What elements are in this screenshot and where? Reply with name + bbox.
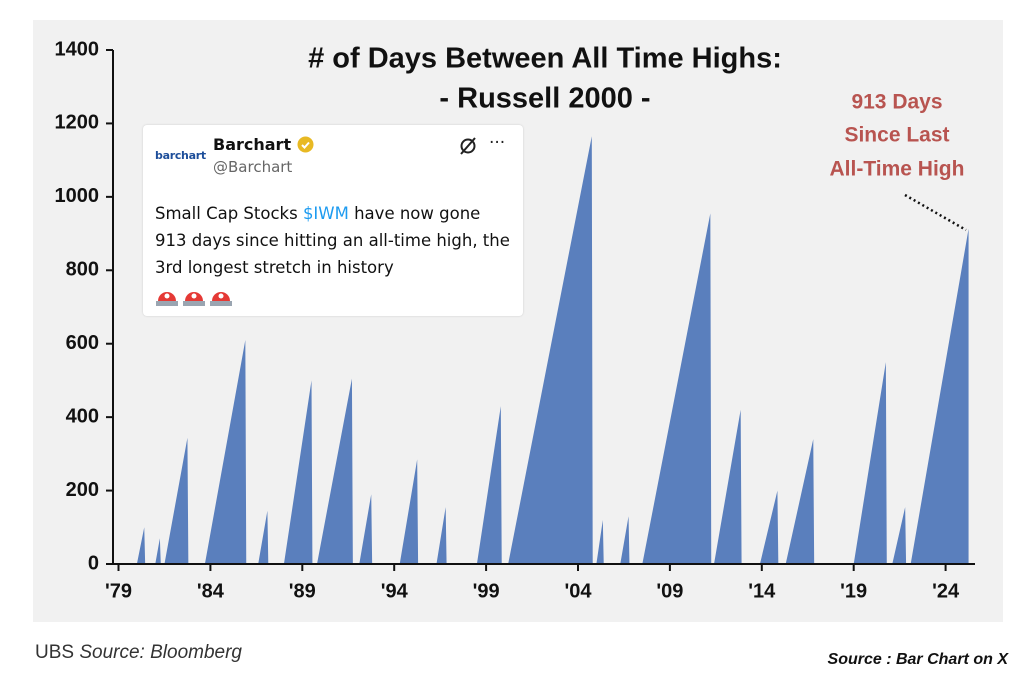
x-tick-label: '99 bbox=[473, 580, 500, 602]
tweet-card: barchart Barchart @Barchart ··· Small Ca… bbox=[143, 125, 523, 316]
y-tick-label: 1400 bbox=[55, 38, 100, 60]
x-tick-label: '24 bbox=[932, 580, 960, 602]
y-tick-label: 200 bbox=[66, 479, 99, 501]
verified-badge bbox=[297, 136, 314, 153]
annotation-pointer bbox=[904, 193, 967, 232]
x-tick-label: '09 bbox=[656, 580, 683, 602]
annotation: Since Last bbox=[844, 124, 949, 147]
tweet-name-text: Barchart bbox=[213, 135, 292, 154]
tweet-menu[interactable]: ··· bbox=[489, 133, 506, 153]
x-tick-label: '89 bbox=[289, 580, 316, 602]
annotation: 913 Days bbox=[851, 91, 942, 114]
x-tick-label: '04 bbox=[564, 580, 592, 602]
tweet-icon bbox=[460, 137, 476, 155]
x-tick-label: '94 bbox=[381, 580, 409, 602]
y-tick-label: 600 bbox=[66, 332, 99, 354]
x-tick-label: '79 bbox=[105, 580, 132, 602]
x-tick-label: '14 bbox=[748, 580, 776, 602]
footer-source: Source: Bloomberg bbox=[79, 642, 242, 663]
chart-title: # of Days Between All Time Highs: bbox=[308, 43, 782, 75]
y-tick-label: 0 bbox=[88, 552, 99, 574]
annotation: All-Time High bbox=[830, 158, 965, 181]
siren-emojis bbox=[156, 292, 232, 306]
y-tick-label: 400 bbox=[66, 405, 99, 427]
tweet-text: Small Cap Stocks $IWM have now gone 913 … bbox=[155, 200, 517, 281]
footer-prefix: UBS bbox=[35, 642, 79, 663]
footer-left: UBS Source: Bloomberg bbox=[35, 642, 242, 663]
area bbox=[118, 136, 969, 564]
x-tick-label: '84 bbox=[197, 580, 225, 602]
y-tick-label: 800 bbox=[66, 259, 99, 281]
y-tick-label: 1000 bbox=[55, 185, 100, 207]
tweet-ticker[interactable]: $IWM bbox=[302, 204, 349, 223]
y-tick-label: 1200 bbox=[55, 112, 100, 134]
footer-right: Source : Bar Chart on X bbox=[828, 651, 1010, 668]
tweet-handle: @Barchart bbox=[213, 158, 293, 176]
tweet-text-part: have now gone 913 days since hitting an … bbox=[155, 204, 510, 277]
tweet-text-part: Small Cap Stocks bbox=[155, 204, 303, 223]
tweet-logo: barchart bbox=[155, 149, 206, 162]
x-tick-label: '19 bbox=[840, 580, 867, 602]
tweet-name: Barchart bbox=[213, 135, 314, 154]
chart-subtitle: - Russell 2000 - bbox=[439, 83, 650, 115]
